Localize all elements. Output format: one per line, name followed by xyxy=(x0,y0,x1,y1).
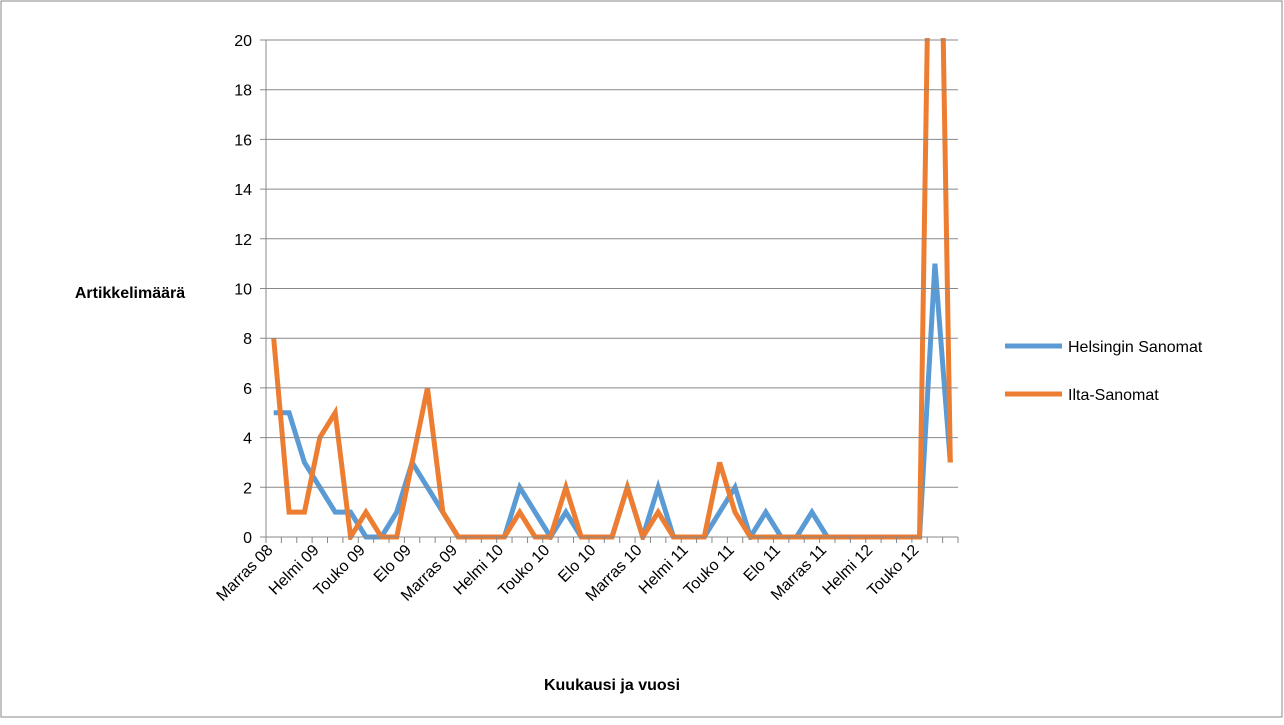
y-tick-label: 18 xyxy=(234,83,252,100)
y-tick-label: 4 xyxy=(243,431,252,448)
y-tick-label: 0 xyxy=(243,530,252,547)
y-axis-title: Artikkelimäärä xyxy=(75,285,185,302)
x-axis-title: Kuukausi ja vuosi xyxy=(544,677,680,694)
y-tick-label: 2 xyxy=(243,480,252,497)
y-tick-label: 16 xyxy=(234,132,252,149)
legend-label: Helsingin Sanomat xyxy=(1068,339,1203,356)
y-tick-label: 8 xyxy=(243,331,252,348)
y-tick-label: 12 xyxy=(234,232,252,249)
y-tick-label: 20 xyxy=(234,33,252,50)
y-tick-label: 14 xyxy=(234,182,252,199)
y-tick-label: 10 xyxy=(234,282,252,299)
legend-label: Ilta-Sanomat xyxy=(1068,387,1159,404)
y-tick-label: 6 xyxy=(243,381,252,398)
